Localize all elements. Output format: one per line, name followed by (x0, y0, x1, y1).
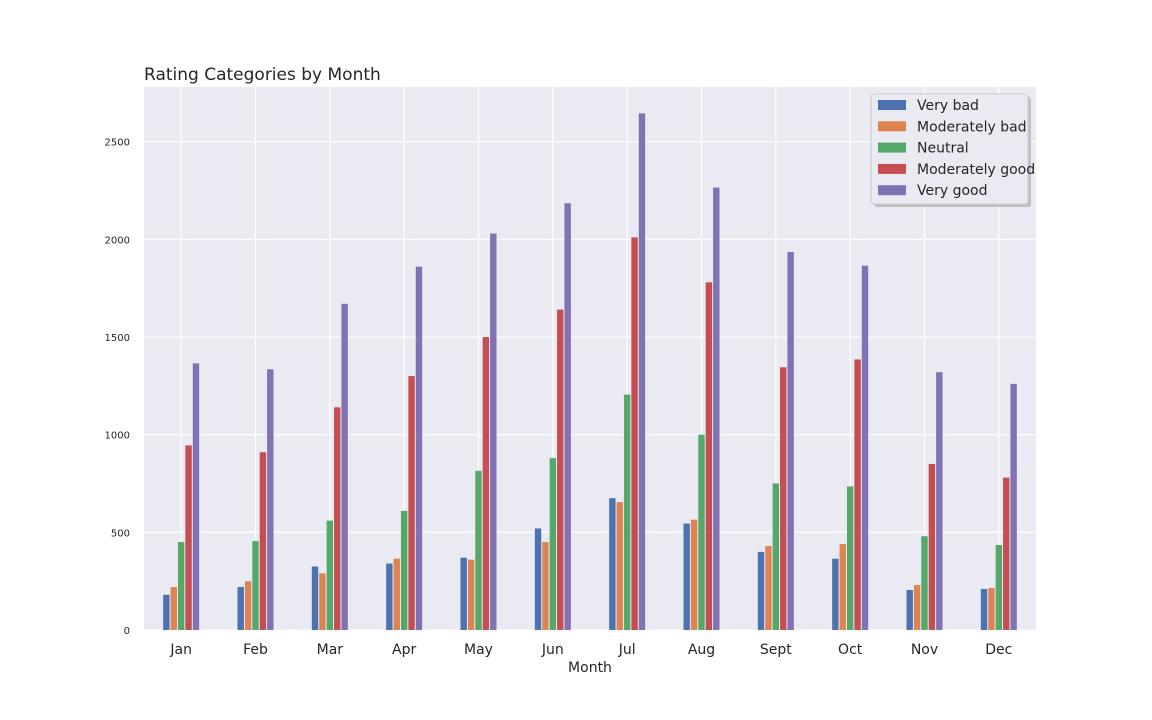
bar (177, 542, 185, 630)
x-tick-label: Dec (985, 642, 1012, 658)
bar (549, 458, 557, 630)
bar (1010, 383, 1017, 630)
bar (921, 536, 928, 630)
bar (913, 585, 921, 630)
bar (787, 252, 794, 630)
bar (460, 557, 467, 630)
bar (616, 502, 623, 630)
bar (334, 407, 341, 630)
bar (906, 589, 913, 630)
y-tick-label: 2500 (105, 138, 130, 149)
legend-label: Moderately bad (917, 119, 1027, 135)
y-tick-label: 1500 (105, 333, 130, 344)
bar (995, 545, 1003, 630)
bar (980, 588, 988, 630)
bar (631, 237, 638, 630)
bar (185, 445, 192, 630)
bar (319, 573, 326, 630)
x-tick-label: Jan (169, 642, 192, 658)
bar (861, 265, 869, 630)
bar (252, 541, 259, 630)
legend-swatch (878, 121, 906, 132)
bar (772, 483, 780, 630)
bar (839, 544, 846, 630)
bar (713, 187, 720, 630)
x-tick-label: Apr (392, 642, 416, 658)
x-tick-label: Feb (243, 642, 268, 658)
legend-label: Moderately good (917, 162, 1035, 178)
x-axis-label: Month (568, 660, 612, 676)
x-tick-label: Aug (688, 642, 715, 658)
bar (163, 594, 170, 630)
x-tick-label: Nov (911, 642, 938, 658)
chart-title: Rating Categories by Month (144, 65, 381, 85)
y-axis-ticks: 0 500 1000 1500 2000 2500 (105, 138, 130, 637)
legend-box (870, 93, 1029, 205)
bar (192, 363, 200, 630)
legend-label: Very good (917, 183, 988, 199)
bar (259, 452, 267, 630)
bar (490, 233, 497, 631)
bar (683, 523, 690, 630)
bar (1003, 477, 1010, 630)
bar (542, 542, 549, 630)
legend-label: Neutral (917, 141, 969, 157)
bar (832, 558, 839, 630)
bars (163, 113, 1017, 631)
bar (557, 309, 564, 630)
bar (936, 372, 943, 630)
bar (408, 376, 415, 630)
bar (326, 520, 334, 630)
legend: Very bad Moderately bad Neutral Moderately … (870, 93, 1035, 207)
legend-swatch (878, 163, 906, 174)
x-tick-label: Oct (838, 642, 863, 658)
bar (928, 463, 936, 630)
bar (757, 551, 765, 630)
legend-swatch (878, 185, 906, 196)
x-tick-label: Sept (760, 642, 792, 658)
bar (690, 519, 698, 630)
bar (846, 486, 854, 630)
bar (482, 337, 490, 630)
bar (780, 367, 787, 630)
bar (564, 203, 571, 630)
bar (854, 359, 861, 630)
bar (623, 394, 631, 630)
bar (237, 587, 244, 630)
legend-swatch (878, 100, 906, 110)
bar (386, 563, 393, 630)
bar (415, 266, 423, 630)
bar (244, 581, 252, 630)
legend-label: Very bad (917, 98, 979, 114)
bar (705, 282, 713, 630)
legend-swatch (878, 142, 906, 153)
bar (267, 369, 274, 630)
bar (311, 566, 319, 630)
x-tick-label: Mar (317, 642, 344, 658)
bar (638, 113, 646, 630)
bar (765, 546, 772, 630)
x-tick-label: May (464, 642, 493, 658)
bar (475, 470, 482, 630)
bar (400, 510, 408, 630)
y-tick-label: 0 (124, 626, 130, 637)
x-tick-label: Jul (618, 642, 636, 658)
x-tick-label: Jun (541, 642, 564, 658)
y-tick-label: 1000 (105, 431, 130, 442)
bar (609, 498, 616, 630)
bar (534, 528, 542, 630)
bar (467, 559, 475, 630)
bar (170, 587, 177, 630)
y-tick-label: 2000 (105, 235, 130, 246)
legend-items: Very bad Moderately bad Neutral Moderately … (878, 98, 1035, 199)
bar (698, 434, 705, 630)
bar (988, 588, 995, 630)
bar (393, 558, 400, 630)
x-axis-ticks: Jan Feb Mar Apr May Jun Jul Aug Sept Oct Nov Dec (169, 642, 1012, 658)
y-tick-label: 500 (111, 528, 130, 539)
bar (341, 303, 348, 630)
